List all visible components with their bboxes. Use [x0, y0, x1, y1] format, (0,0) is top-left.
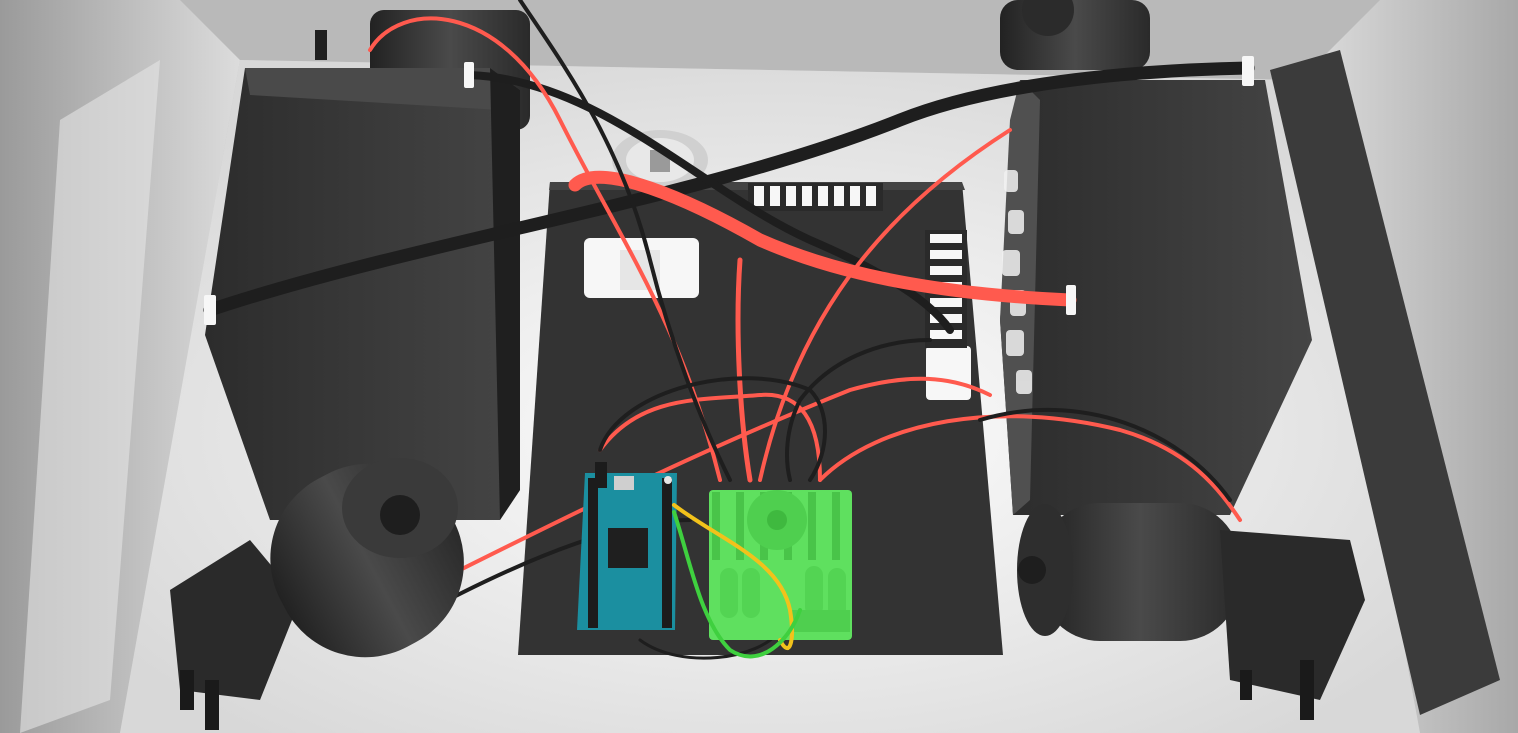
fin — [712, 492, 720, 560]
terminal-screw — [930, 266, 962, 275]
fin — [736, 492, 744, 560]
vent-slots — [1002, 170, 1032, 394]
fin — [832, 492, 840, 560]
motor-driver — [709, 490, 852, 640]
wire-red — [735, 257, 753, 483]
power-jack — [595, 462, 607, 488]
capacitor — [828, 568, 846, 618]
wire-black — [518, 0, 732, 482]
capacitor — [742, 568, 760, 618]
wire-red — [818, 414, 1242, 522]
capacitors — [720, 566, 846, 618]
terminal-screw — [786, 186, 796, 206]
connector-right — [926, 346, 971, 400]
microcontroller-chip — [608, 528, 648, 568]
capacitor — [720, 568, 738, 618]
motor-bottom-right — [1017, 503, 1365, 720]
capacitor — [805, 566, 823, 616]
wire-red — [758, 128, 1012, 482]
cable-red-thick — [568, 170, 1077, 307]
screw-terminals — [790, 610, 850, 632]
terminal-screw — [850, 186, 860, 206]
terminal-screw — [834, 186, 844, 206]
wire-black — [978, 407, 1232, 502]
terminal-block-top — [748, 183, 883, 211]
cable-black-thick-2 — [466, 71, 954, 334]
terminal-screw — [930, 250, 962, 259]
terminal-screw — [866, 186, 876, 206]
terminal-body — [748, 183, 883, 211]
motor-top-right — [1000, 0, 1150, 70]
wires — [203, 0, 1255, 660]
terminal-screw — [802, 186, 812, 206]
wire-red — [438, 376, 992, 582]
terminal-screw — [754, 186, 764, 206]
battery-left — [205, 68, 520, 520]
wire-red — [598, 392, 822, 482]
wire-black — [598, 376, 827, 482]
terminal-screw — [770, 186, 780, 206]
terminal-screw — [930, 330, 962, 339]
toggle-switch — [612, 130, 708, 190]
cable-black-thick — [203, 61, 1255, 317]
terminal-screw — [818, 186, 828, 206]
battery-right — [1000, 80, 1312, 515]
connector-left — [584, 238, 699, 298]
wire-black — [785, 338, 932, 482]
terminal-screw — [930, 234, 962, 243]
motor-bottom-left — [170, 458, 464, 730]
side-rail — [1270, 50, 1500, 715]
terminal-screw — [930, 298, 962, 307]
fin — [808, 492, 816, 560]
jumper-wires — [672, 503, 802, 659]
cable-clips — [204, 56, 1254, 325]
arduino-board — [577, 462, 677, 630]
reset-button — [664, 476, 672, 484]
usb-port — [614, 476, 634, 490]
